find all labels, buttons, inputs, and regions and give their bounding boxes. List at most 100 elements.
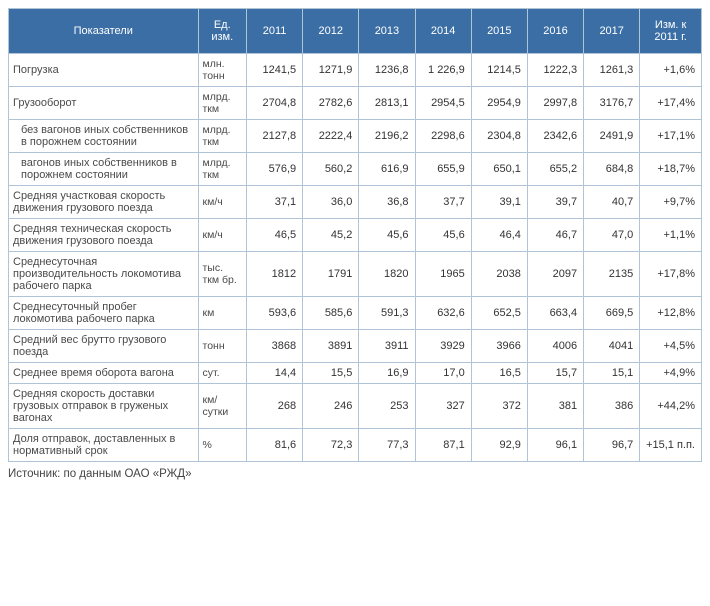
row-unit: млн. тонн xyxy=(198,54,246,87)
source-note: Источник: по данным ОАО «РЖД» xyxy=(8,468,702,480)
row-label: Доля отправок, доставленных в нормативны… xyxy=(9,429,199,462)
row-unit: млрд. ткм xyxy=(198,120,246,153)
row-value: 1222,3 xyxy=(527,54,583,87)
col-unit: Ед. изм. xyxy=(198,9,246,54)
row-value: 36,0 xyxy=(303,186,359,219)
row-value: 655,9 xyxy=(415,153,471,186)
row-value: 3966 xyxy=(471,330,527,363)
row-unit: млрд. ткм xyxy=(198,87,246,120)
row-value: 650,1 xyxy=(471,153,527,186)
row-value: 87,1 xyxy=(415,429,471,462)
row-unit: км/ сутки xyxy=(198,384,246,429)
row-value: 15,5 xyxy=(303,363,359,384)
row-value: 655,2 xyxy=(527,153,583,186)
row-value: 77,3 xyxy=(359,429,415,462)
row-unit: % xyxy=(198,429,246,462)
row-value: 2222,4 xyxy=(303,120,359,153)
row-value: 36,8 xyxy=(359,186,415,219)
col-year: 2017 xyxy=(584,9,640,54)
row-value: 14,4 xyxy=(246,363,302,384)
row-change: +17,1% xyxy=(640,120,702,153)
row-value: 652,5 xyxy=(471,297,527,330)
row-value: 591,3 xyxy=(359,297,415,330)
row-value: 81,6 xyxy=(246,429,302,462)
row-unit: тонн xyxy=(198,330,246,363)
row-value: 1241,5 xyxy=(246,54,302,87)
row-value: 15,7 xyxy=(527,363,583,384)
row-value: 40,7 xyxy=(584,186,640,219)
row-value: 593,6 xyxy=(246,297,302,330)
row-change: +12,8% xyxy=(640,297,702,330)
row-label: Грузооборот xyxy=(9,87,199,120)
row-value: 253 xyxy=(359,384,415,429)
col-year: 2014 xyxy=(415,9,471,54)
row-value: 381 xyxy=(527,384,583,429)
col-change: Изм. к 2011 г. xyxy=(640,9,702,54)
row-change: +17,4% xyxy=(640,87,702,120)
row-value: 1214,5 xyxy=(471,54,527,87)
col-indicator: Показатели xyxy=(9,9,199,54)
row-label: Погрузка xyxy=(9,54,199,87)
row-value: 2342,6 xyxy=(527,120,583,153)
row-value: 3176,7 xyxy=(584,87,640,120)
row-value: 2954,9 xyxy=(471,87,527,120)
row-unit: км/ч xyxy=(198,219,246,252)
row-value: 3911 xyxy=(359,330,415,363)
row-value: 372 xyxy=(471,384,527,429)
row-value: 1791 xyxy=(303,252,359,297)
row-value: 2097 xyxy=(527,252,583,297)
row-value: 585,6 xyxy=(303,297,359,330)
row-value: 1 226,9 xyxy=(415,54,471,87)
row-value: 246 xyxy=(303,384,359,429)
table-row: Средняя скорость доставки грузовых отпра… xyxy=(9,384,702,429)
table-row: Доля отправок, доставленных в нормативны… xyxy=(9,429,702,462)
row-change: +15,1 п.п. xyxy=(640,429,702,462)
row-label: Среднее время оборота вагона xyxy=(9,363,199,384)
row-change: +44,2% xyxy=(640,384,702,429)
col-year: 2011 xyxy=(246,9,302,54)
col-year: 2016 xyxy=(527,9,583,54)
row-value: 2813,1 xyxy=(359,87,415,120)
row-label: Средняя техническая скорость движения гр… xyxy=(9,219,199,252)
row-value: 15,1 xyxy=(584,363,640,384)
row-value: 1812 xyxy=(246,252,302,297)
row-value: 4006 xyxy=(527,330,583,363)
row-value: 37,7 xyxy=(415,186,471,219)
table-row: Средняя техническая скорость движения гр… xyxy=(9,219,702,252)
row-unit: км/ч xyxy=(198,186,246,219)
table-row: Средняя участковая скорость движения гру… xyxy=(9,186,702,219)
row-value: 2135 xyxy=(584,252,640,297)
row-value: 72,3 xyxy=(303,429,359,462)
col-year: 2013 xyxy=(359,9,415,54)
row-value: 46,7 xyxy=(527,219,583,252)
row-value: 45,6 xyxy=(415,219,471,252)
row-value: 3868 xyxy=(246,330,302,363)
row-value: 2997,8 xyxy=(527,87,583,120)
row-value: 2954,5 xyxy=(415,87,471,120)
row-value: 16,9 xyxy=(359,363,415,384)
row-unit: тыс. ткм бр. xyxy=(198,252,246,297)
table-row: Погрузкамлн. тонн1241,51271,91236,81 226… xyxy=(9,54,702,87)
row-value: 17,0 xyxy=(415,363,471,384)
row-value: 386 xyxy=(584,384,640,429)
row-change: +4,5% xyxy=(640,330,702,363)
row-label: вагонов иных собственников в порожнем со… xyxy=(9,153,199,186)
row-value: 1965 xyxy=(415,252,471,297)
row-value: 2038 xyxy=(471,252,527,297)
row-value: 39,7 xyxy=(527,186,583,219)
row-change: +1,6% xyxy=(640,54,702,87)
table-header-row: Показатели Ед. изм. 2011 2012 2013 2014 … xyxy=(9,9,702,54)
row-value: 616,9 xyxy=(359,153,415,186)
row-value: 560,2 xyxy=(303,153,359,186)
table-row: без вагонов иных собственников в порожне… xyxy=(9,120,702,153)
row-value: 1820 xyxy=(359,252,415,297)
row-value: 268 xyxy=(246,384,302,429)
row-unit: млрд. ткм xyxy=(198,153,246,186)
table-row: Среднесуточная производительность локомо… xyxy=(9,252,702,297)
row-value: 2491,9 xyxy=(584,120,640,153)
row-value: 45,2 xyxy=(303,219,359,252)
row-change: +17,8% xyxy=(640,252,702,297)
table-row: вагонов иных собственников в порожнем со… xyxy=(9,153,702,186)
row-change: +1,1% xyxy=(640,219,702,252)
row-value: 46,5 xyxy=(246,219,302,252)
